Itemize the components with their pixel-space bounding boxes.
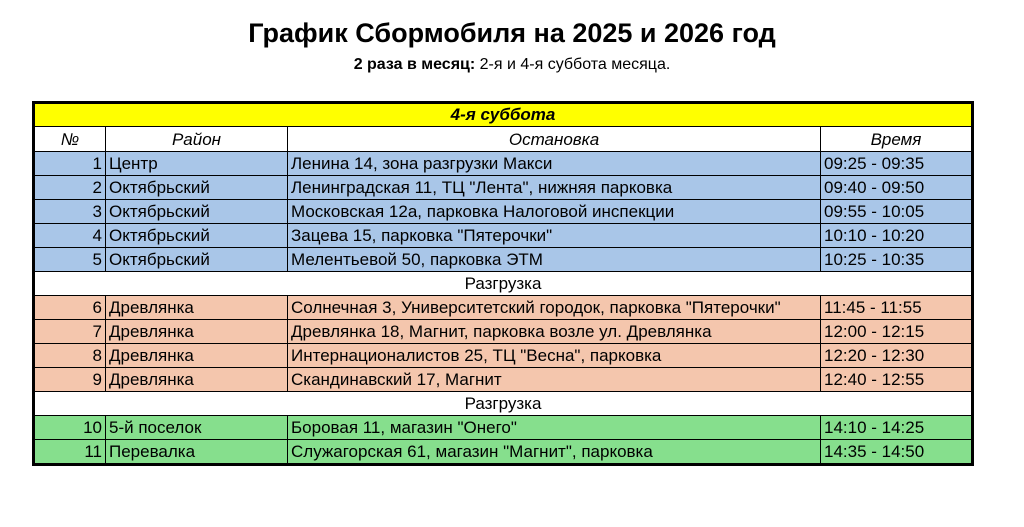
- page-title: График Сбормобиля на 2025 и 2026 год: [248, 18, 776, 48]
- time-cell: 14:10 - 14:25: [820, 415, 973, 440]
- separator-cell: Разгрузка: [33, 391, 973, 416]
- row-number: 5: [33, 247, 106, 272]
- separator-row: Разгрузка: [33, 391, 973, 416]
- time-cell: 09:55 - 10:05: [820, 199, 973, 224]
- district-cell: Октябрьский: [105, 247, 288, 272]
- banner-cell: 4-я суббота: [33, 102, 973, 127]
- time-cell: 10:10 - 10:20: [820, 223, 973, 248]
- table-row: 2 Октябрьский Ленинградская 11, ТЦ "Лента"…: [33, 175, 973, 200]
- district-cell: Октябрьский: [105, 199, 288, 224]
- time-cell: 09:25 - 09:35: [820, 151, 973, 176]
- row-number: 3: [33, 199, 106, 224]
- time-cell: 10:25 - 10:35: [820, 247, 973, 272]
- district-cell: Октябрьский: [105, 223, 288, 248]
- district-cell: Перевалка: [105, 439, 288, 465]
- row-number: 9: [33, 367, 106, 392]
- table-row: 1 Центр Ленина 14, зона разгрузки Макси 09:…: [33, 151, 973, 176]
- row-number: 1: [33, 151, 106, 176]
- subtitle-bold: 2 раза в месяц:: [353, 56, 476, 73]
- header-row: № Район Остановка Время: [33, 126, 973, 152]
- schedule-table: 4-я суббота № Район Остановка Время 1 Цен…: [32, 101, 974, 466]
- table-row: 5 Октябрьский Мелентьевой 50, парковка ЭТМ…: [33, 247, 973, 272]
- time-cell: 12:40 - 12:55: [820, 367, 973, 392]
- time-cell: 12:20 - 12:30: [820, 343, 973, 368]
- header-time: Время: [820, 126, 973, 152]
- table-row: 11 Перевалка Служагорская 61, магазин "Маг…: [33, 439, 973, 465]
- stop-cell: Боровая 11, магазин "Онего": [287, 415, 821, 440]
- table-row: 6 Древлянка Солнечная 3, Университетский г…: [33, 295, 973, 320]
- stop-cell: Солнечная 3, Университетский городок, па…: [287, 295, 821, 320]
- separator-cell: Разгрузка: [33, 271, 973, 296]
- row-number: 6: [33, 295, 106, 320]
- stop-cell: Зацева 15, парковка "Пятерочки": [287, 223, 821, 248]
- stop-cell: Мелентьевой 50, парковка ЭТМ: [287, 247, 821, 272]
- row-number: 7: [33, 319, 106, 344]
- time-cell: 12:00 - 12:15: [820, 319, 973, 344]
- district-cell: Центр: [105, 151, 288, 176]
- table-row: 8 Древлянка Интернационалистов 25, ТЦ "Вес…: [33, 343, 973, 368]
- header-stop: Остановка: [287, 126, 821, 152]
- header-district: Район: [105, 126, 288, 152]
- district-cell: Древлянка: [105, 367, 288, 392]
- row-number: 10: [33, 415, 106, 440]
- district-cell: Древлянка: [105, 343, 288, 368]
- table-row: 4 Октябрьский Зацева 15, парковка "Пятероч…: [33, 223, 973, 248]
- page-subtitle: 2 раза в месяц: 2-я и 4-я суббота месяца…: [0, 56, 1024, 74]
- district-cell: Древлянка: [105, 295, 288, 320]
- district-cell: Древлянка: [105, 319, 288, 344]
- row-number: 11: [33, 439, 106, 465]
- stop-cell: Служагорская 61, магазин "Магнит", парко…: [287, 439, 821, 465]
- subtitle-text: 2-я и 4-я суббота месяца.: [475, 56, 671, 73]
- time-cell: 11:45 - 11:55: [820, 295, 973, 320]
- stop-cell: Ленинградская 11, ТЦ "Лента", нижняя пар…: [287, 175, 821, 200]
- row-number: 4: [33, 223, 106, 248]
- stop-cell: Интернационалистов 25, ТЦ "Весна", парко…: [287, 343, 821, 368]
- banner-row: 4-я суббота: [33, 102, 973, 127]
- stop-cell: Ленина 14, зона разгрузки Макси: [287, 151, 821, 176]
- header-no: №: [33, 126, 106, 152]
- stop-cell: Московская 12а, парковка Налоговой инспе…: [287, 199, 821, 224]
- table-row: 9 Древлянка Скандинавский 17, Магнит 12:40 …: [33, 367, 973, 392]
- table-row: 10 5-й поселок Боровая 11, магазин "Онего"…: [33, 415, 973, 440]
- table-row: 3 Октябрьский Московская 12а, парковка Нал…: [33, 199, 973, 224]
- stop-cell: Древлянка 18, Магнит, парковка возле ул.…: [287, 319, 821, 344]
- district-cell: Октябрьский: [105, 175, 288, 200]
- time-cell: 09:40 - 09:50: [820, 175, 973, 200]
- separator-row: Разгрузка: [33, 271, 973, 296]
- table-row: 7 Древлянка Древлянка 18, Магнит, парковка…: [33, 319, 973, 344]
- row-number: 8: [33, 343, 106, 368]
- district-cell: 5-й поселок: [105, 415, 288, 440]
- stop-cell: Скандинавский 17, Магнит: [287, 367, 821, 392]
- time-cell: 14:35 - 14:50: [820, 439, 973, 465]
- row-number: 2: [33, 175, 106, 200]
